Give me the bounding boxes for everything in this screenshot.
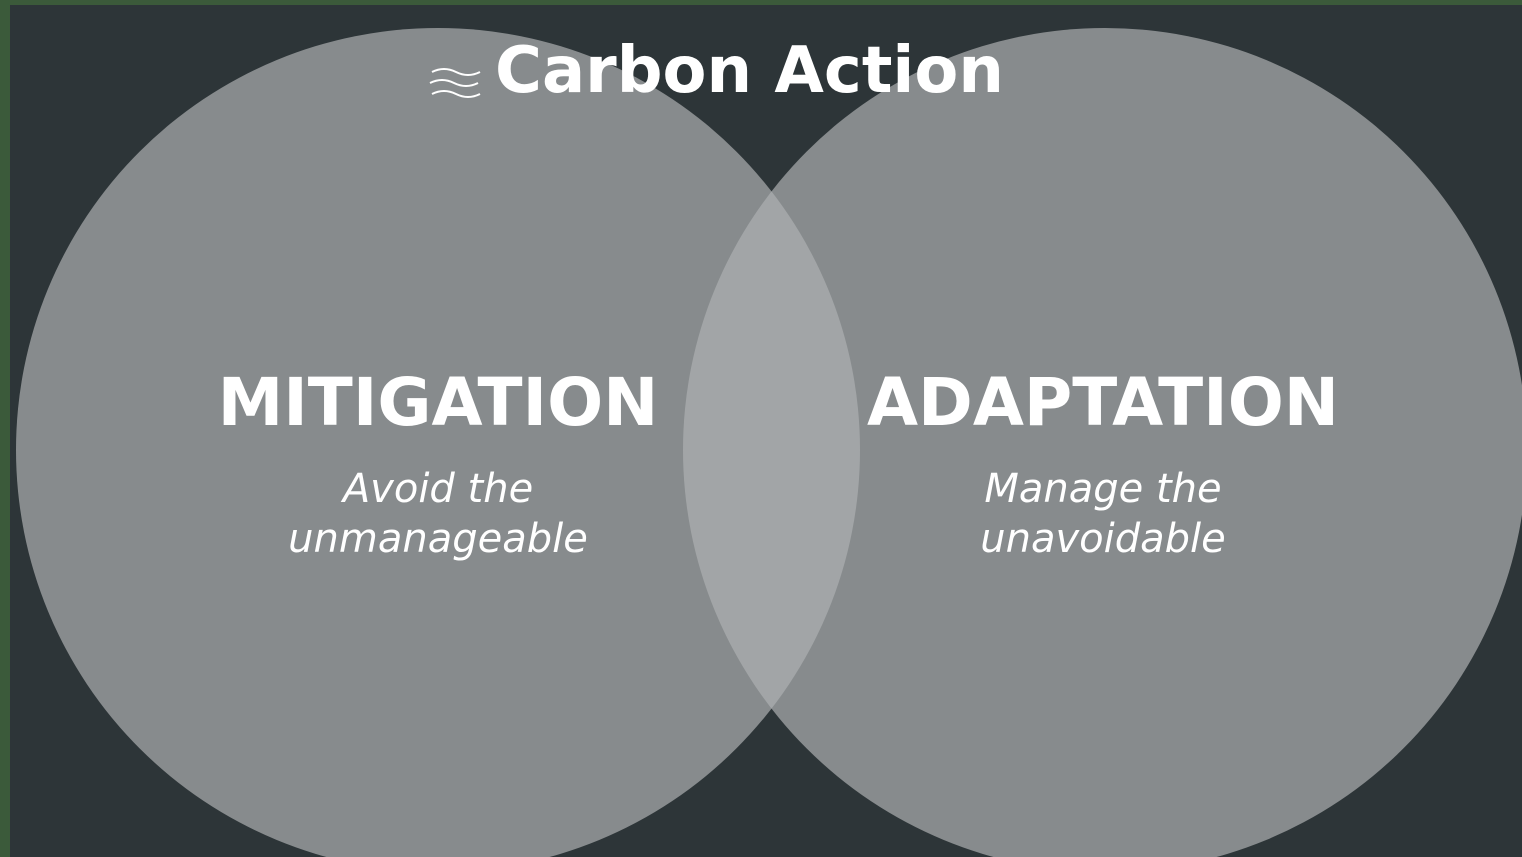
- circle-right: [683, 28, 1522, 857]
- circle-left: [16, 28, 860, 857]
- node-description: Avoid the: [340, 466, 533, 512]
- node-label: ADAPTATION: [867, 364, 1339, 441]
- venn: [16, 28, 1522, 857]
- node-label: MITIGATION: [218, 364, 659, 441]
- node-description: unmanageable: [288, 516, 588, 562]
- logo-icon: [429, 68, 481, 98]
- node-description: unavoidable: [980, 516, 1226, 562]
- title: Carbon Action: [495, 34, 1004, 108]
- node-description: Manage the: [984, 466, 1221, 512]
